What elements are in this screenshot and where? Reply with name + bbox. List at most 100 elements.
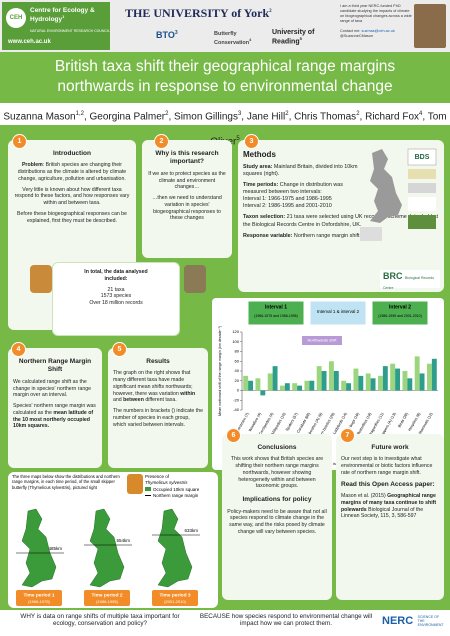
paragraph: …then we need to understand variation in…: [152, 195, 222, 222]
period-box: [84, 590, 130, 606]
bar: [431, 358, 437, 391]
paragraph: The graph on the right shows that many d…: [113, 370, 203, 404]
bar: [365, 373, 371, 391]
label: Problem: [21, 162, 43, 169]
britain-outline: [89, 508, 125, 588]
period-years: (1966-1975): [28, 599, 50, 604]
separator: ,: [168, 111, 172, 123]
text: Mason et al. (2015): [341, 493, 388, 500]
text: Northern range margin shift.: [292, 232, 362, 239]
swatch: [145, 486, 151, 491]
britain-outline: [21, 508, 57, 588]
y-tick-label: 120: [232, 329, 239, 334]
sup: 3: [174, 30, 178, 36]
swatch: [145, 495, 151, 497]
bar: [260, 390, 266, 396]
author-affiliation: 4: [419, 111, 423, 117]
author-affiliation: 2: [356, 111, 360, 117]
bold: within: [180, 390, 196, 397]
logo: [408, 215, 436, 229]
northern-panel: Northern Range Margin Shift We calculate…: [8, 348, 102, 468]
methods-panel: Methods Study area: Mainland Britain, di…: [238, 140, 444, 292]
author-photo: [414, 4, 446, 48]
sup: 5: [299, 36, 302, 41]
heading: Introduction: [53, 150, 91, 157]
distance: 554km: [116, 538, 130, 543]
text: Species' northern range margin was calcu…: [13, 403, 96, 416]
author-name: Chris Thomas: [294, 111, 357, 123]
text: 21 taxa were selected using UK recording…: [243, 214, 438, 228]
paragraph: Policy-makers need to be aware that not …: [227, 508, 327, 535]
nerc-logo: NERC SCIENCE OF THE ENVIRONMENT: [382, 612, 446, 634]
legend-note: Interval 1 & interval 2: [317, 309, 360, 314]
bar: [377, 375, 383, 391]
y-tick-label: 20: [235, 378, 240, 383]
heading: In total, the data analysed included:: [84, 269, 148, 282]
bto: BTO: [156, 30, 175, 40]
legend-title: Presence of: [145, 474, 170, 479]
y-tick-label: 0: [237, 388, 240, 393]
footer-answer: BECAUSE how species respond to environme…: [199, 613, 373, 627]
future-panel: Future work Our next step is to investig…: [336, 434, 444, 600]
heading: Conclusions: [257, 444, 297, 451]
period-box: [16, 590, 62, 606]
bar: [272, 366, 278, 391]
sup: 4: [249, 37, 252, 42]
paragraph: Problem: British species are changing th…: [13, 162, 131, 182]
paragraph: Response variable: Northern range margin…: [243, 233, 439, 240]
methods-figures: BDS: [360, 148, 437, 241]
bar: [316, 366, 322, 391]
period-years: (2001-2010): [164, 599, 186, 604]
email[interactable]: suzmas@ceh.ac.uk: [361, 28, 395, 33]
bold: between: [123, 397, 144, 404]
ceh-name: Centre for Ecology & Hydrology: [30, 7, 95, 23]
legend-box: [309, 300, 367, 326]
legend-text: Northern range margin: [153, 492, 199, 498]
authors: Suzanna Mason1,2, Georgina Palmer2, Simo…: [0, 103, 450, 148]
butterfly-logo: Butterfly Conservation4: [214, 31, 269, 46]
ceh-url: www.ceh.ac.uk: [8, 39, 51, 45]
bar: [333, 371, 339, 391]
label: Taxon selection:: [243, 214, 286, 221]
map: 633km: [152, 508, 200, 588]
badge: 5: [112, 342, 127, 357]
paragraph: If we are to protect species as the clim…: [148, 170, 226, 191]
total-line: 21 taxa: [107, 286, 125, 293]
footer-question: WHY is data on range shifts of multiple …: [20, 613, 180, 627]
results-panel: Results The graph on the right shows tha…: [108, 348, 208, 468]
paragraph: This work shows that British species are…: [230, 456, 324, 490]
bar: [321, 371, 327, 391]
author-name: Jane Hill: [246, 111, 286, 123]
badge: 3: [244, 134, 259, 149]
britain-outline: [157, 508, 193, 588]
badge: 1: [12, 134, 27, 149]
text: : British species are changing their dis…: [17, 162, 127, 182]
legend-label: Interval 2: [389, 304, 411, 310]
total-line: Over 18 million records: [89, 300, 143, 306]
bar: [292, 383, 298, 391]
bar: [243, 375, 249, 391]
bar: [395, 368, 401, 391]
heading: Northern Range Margin Shift: [18, 358, 92, 374]
period-box: [152, 590, 198, 606]
butterfly: Butterfly Conservation: [214, 31, 250, 46]
ceh-mark: CEH: [6, 8, 26, 28]
photo: [184, 265, 206, 293]
map: 554km: [84, 508, 132, 588]
bar: [419, 373, 425, 391]
butterfly-photo: [127, 474, 143, 494]
badge: 4: [11, 342, 26, 357]
author-affiliation: 5: [236, 136, 240, 143]
reading-logo: University of Reading5: [272, 29, 332, 45]
twitter[interactable]: @SuzanneCMason: [340, 33, 373, 38]
period-years: (1986-1995): [96, 599, 118, 604]
bold: mean latitude of the 10 most northerly o…: [13, 409, 94, 430]
species: Thymelicus sylvestris: [145, 480, 188, 486]
sup: 1: [62, 13, 65, 19]
maps: 485km Time period 1(1966-1975) 554km Time p…: [16, 508, 200, 606]
text: Biological Journal of the Linnean Societ…: [341, 506, 424, 520]
y-axis-label: Mean northward shift of the range margin…: [218, 326, 222, 416]
nerc-sub: SCIENCE OF THE ENVIRONMENT: [417, 614, 444, 627]
york-logo: THE UNIVERSITY of York2: [125, 6, 272, 21]
